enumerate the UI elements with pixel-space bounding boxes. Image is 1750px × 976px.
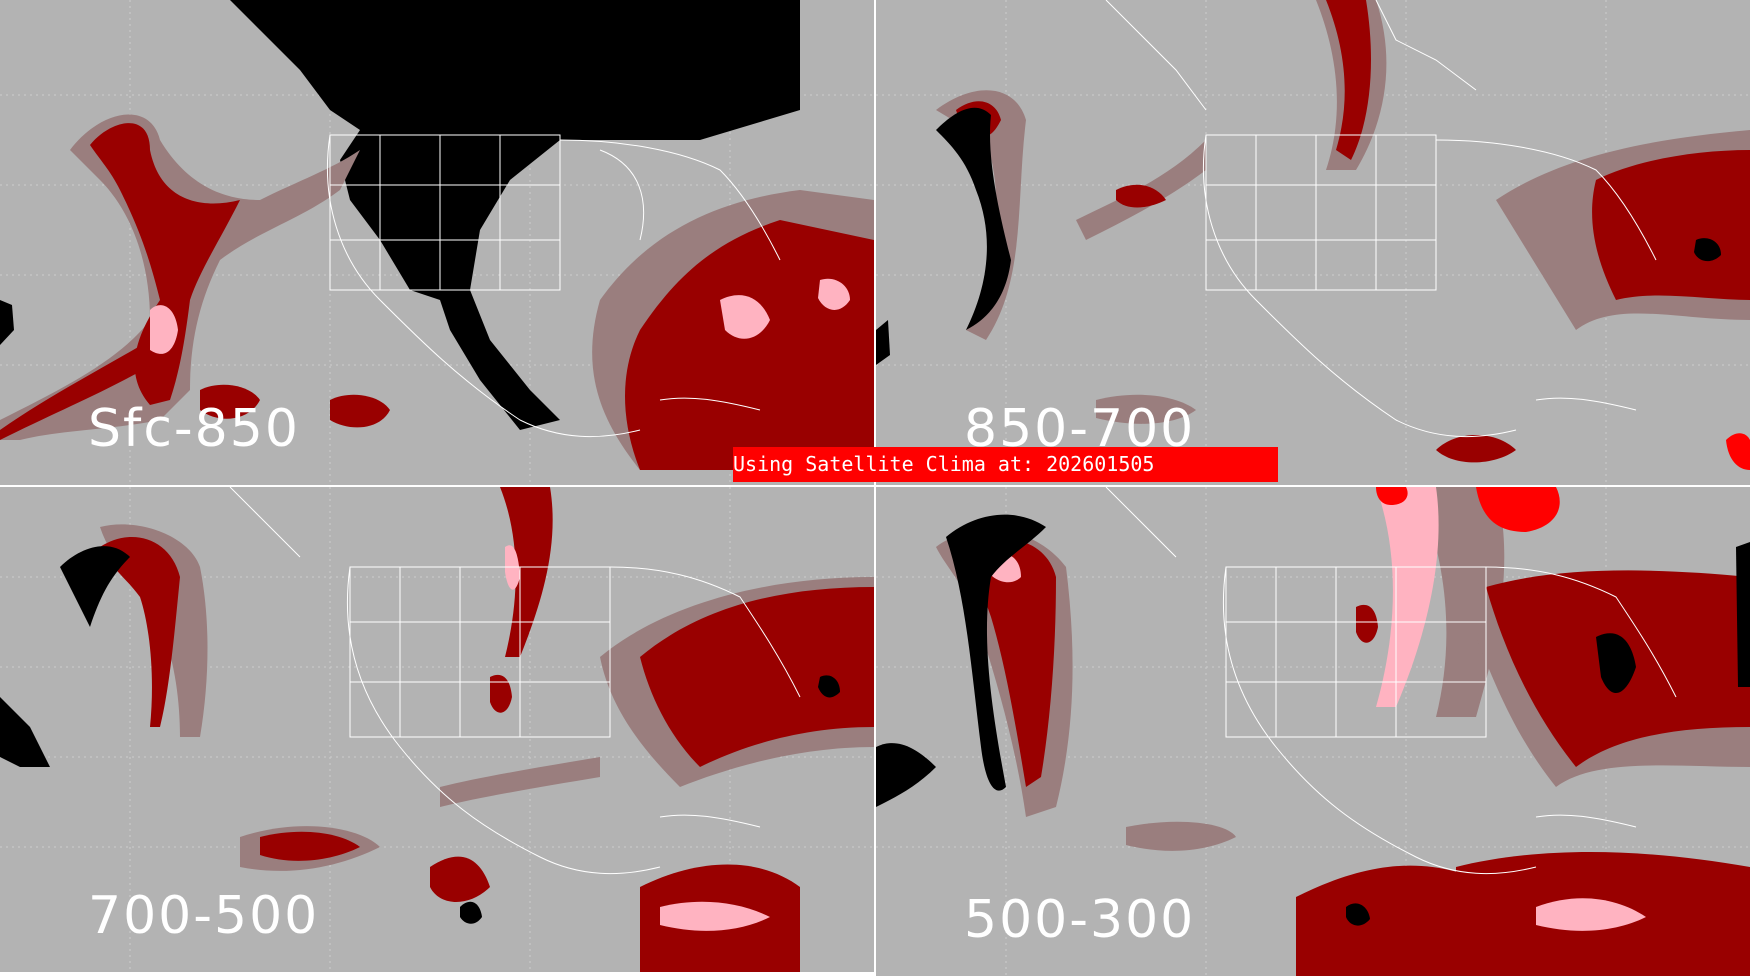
map-700-500 — [0, 487, 874, 972]
layer-label: Sfc-850 — [88, 399, 300, 459]
satellite-clima-banner: Using Satellite Clima at: 202601505 — [733, 447, 1278, 482]
map-panel-700-500: 700-500 — [0, 487, 874, 972]
map-sfc-850 — [0, 0, 874, 485]
layer-label: 700-500 — [88, 886, 320, 946]
panel-divider-vertical — [874, 0, 876, 976]
layer-label: 500-300 — [964, 890, 1196, 950]
panel-divider-horizontal — [0, 485, 1750, 487]
map-850-700 — [876, 0, 1750, 485]
map-panel-850-700: 850-700 — [876, 0, 1750, 485]
map-panel-500-300: 500-300 — [876, 487, 1750, 976]
map-500-300 — [876, 487, 1750, 976]
map-panel-sfc-850: Sfc-850 — [0, 0, 874, 485]
layer-label: 850-700 — [964, 399, 1196, 459]
